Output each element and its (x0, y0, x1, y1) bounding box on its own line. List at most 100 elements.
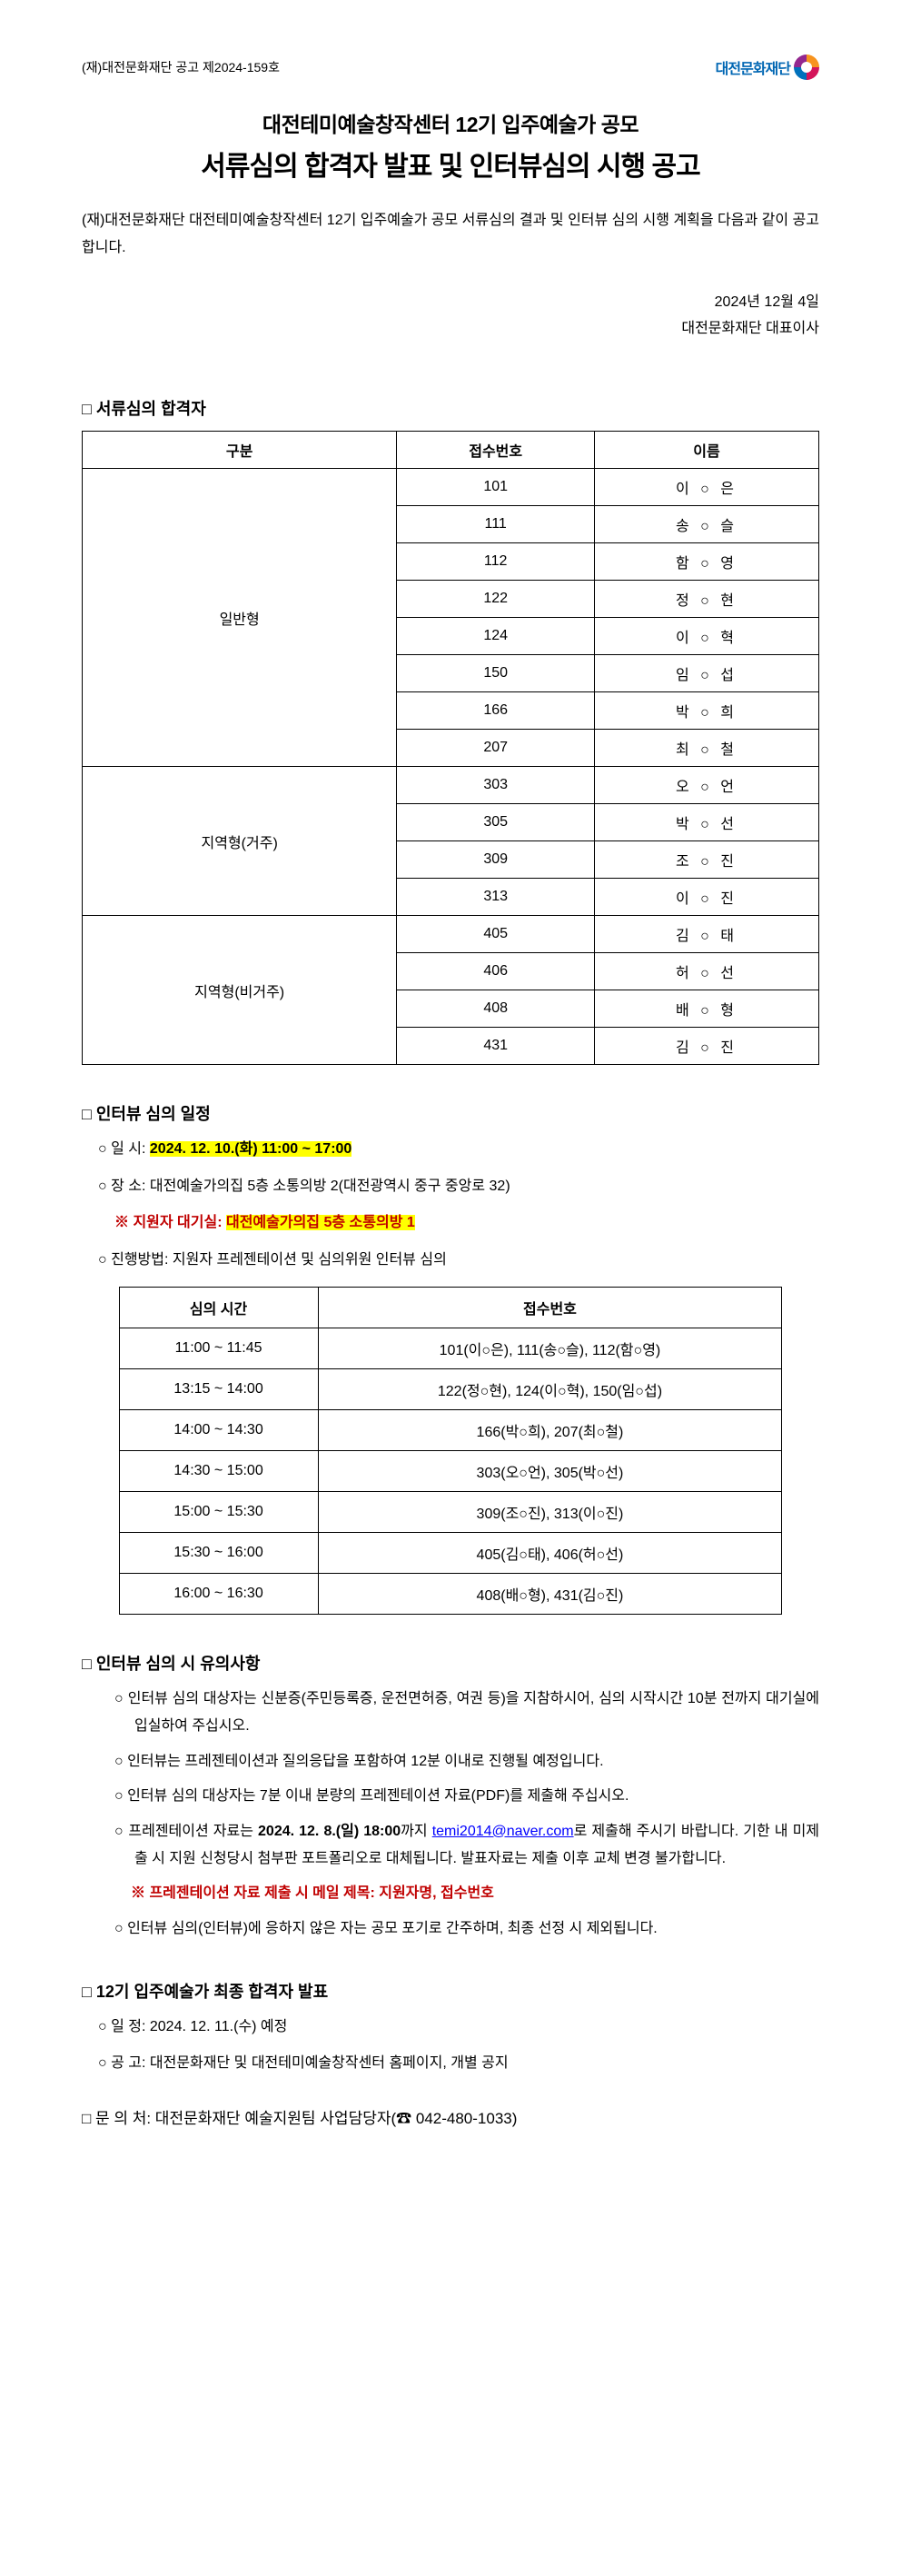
final-date: ○ 일 정: 2024. 12. 11.(수) 예정 (98, 2014, 819, 2041)
cell-nos: 166(박○희), 207(최○철) (318, 1409, 782, 1450)
cell-no: 431 (397, 1028, 595, 1065)
cell-time: 15:30 ~ 16:00 (119, 1532, 318, 1573)
col-numbers: 접수번호 (318, 1287, 782, 1328)
note-pre: ○ 프레젠테이션 자료는 (114, 1824, 258, 1839)
section-applicants-title: □ 서류심의 합격자 (82, 396, 819, 420)
cell-time: 14:00 ~ 14:30 (119, 1409, 318, 1450)
cell-no: 408 (397, 990, 595, 1028)
note-deadline: 2024. 12. 8.(일) 18:00 (258, 1824, 401, 1839)
table-row: 14:30 ~ 15:00303(오○언), 305(박○선) (119, 1450, 782, 1491)
cell-no: 313 (397, 879, 595, 916)
table-row: 16:00 ~ 16:30408(배○형), 431(김○진) (119, 1573, 782, 1614)
cell-name: 함 ○ 영 (595, 543, 819, 581)
cell-name: 조 ○ 진 (595, 841, 819, 879)
table-row: 지역형(비거주) 405김 ○ 태 (83, 916, 819, 953)
final-notice: ○ 공 고: 대전문화재단 및 대전테미예술창작센터 홈페이지, 개별 공지 (98, 2050, 819, 2077)
cell-nos: 405(김○태), 406(허○선) (318, 1532, 782, 1573)
cell-name: 오 ○ 언 (595, 767, 819, 804)
intro-paragraph: (재)대전문화재단 대전테미예술창작센터 12기 입주예술가 공모 서류심의 결… (82, 207, 819, 263)
cell-name: 허 ○ 선 (595, 953, 819, 990)
cell-nos: 122(정○현), 124(이○혁), 150(임○섭) (318, 1368, 782, 1409)
schedule-waiting-room: ※ 지원자 대기실: 대전예술가의집 5층 소통의방 1 (114, 1209, 819, 1237)
cell-name: 김 ○ 태 (595, 916, 819, 953)
cell-no: 122 (397, 581, 595, 618)
table-header-row: 구분 접수번호 이름 (83, 432, 819, 469)
cell-time: 13:15 ~ 14:00 (119, 1368, 318, 1409)
schedule-datetime-value: 2024. 12. 10.(화) 11:00 ~ 17:00 (150, 1141, 351, 1157)
cell-time: 11:00 ~ 11:45 (119, 1328, 318, 1368)
cell-no: 111 (397, 506, 595, 543)
cell-name: 이 ○ 은 (595, 469, 819, 506)
note-item-submission: ○ 프레젠테이션 자료는 2024. 12. 8.(일) 18:00까지 tem… (114, 1818, 819, 1874)
note-email-link[interactable]: temi2014@naver.com (432, 1824, 574, 1839)
cell-no: 309 (397, 841, 595, 879)
cell-nos: 309(조○진), 313(이○진) (318, 1491, 782, 1532)
col-time: 심의 시간 (119, 1287, 318, 1328)
schedule-place: ○ 장 소: 대전예술가의집 5층 소통의방 2(대전광역시 중구 중앙로 32… (98, 1173, 819, 1200)
schedule-datetime-label: ○ 일 시: (98, 1141, 150, 1157)
category-local-nonresident: 지역형(비거주) (83, 916, 397, 1065)
category-local-resident: 지역형(거주) (83, 767, 397, 916)
cell-time: 16:00 ~ 16:30 (119, 1573, 318, 1614)
cell-no: 166 (397, 692, 595, 730)
cell-name: 박 ○ 희 (595, 692, 819, 730)
cell-name: 이 ○ 혁 (595, 618, 819, 655)
schedule-datetime: ○ 일 시: 2024. 12. 10.(화) 11:00 ~ 17:00 (98, 1136, 819, 1163)
table-row: 14:00 ~ 14:30166(박○희), 207(최○철) (119, 1409, 782, 1450)
cell-no: 101 (397, 469, 595, 506)
note-item: ○ 인터뷰 심의(인터뷰)에 응하지 않은 자는 공모 포기로 간주하며, 최종… (114, 1915, 819, 1943)
cell-name: 정 ○ 현 (595, 581, 819, 618)
table-row: 11:00 ~ 11:45101(이○은), 111(송○슬), 112(함○영… (119, 1328, 782, 1368)
main-title: 서류심의 합격자 발표 및 인터뷰심의 시행 공고 (82, 144, 819, 184)
logo: 대전문화재단 (716, 55, 819, 80)
date-signer-block: 2024년 12월 4일 대전문화재단 대표이사 (82, 290, 819, 343)
col-category: 구분 (83, 432, 397, 469)
cell-no: 207 (397, 730, 595, 767)
category-general: 일반형 (83, 469, 397, 767)
cell-time: 15:00 ~ 15:30 (119, 1491, 318, 1532)
cell-name: 최 ○ 철 (595, 730, 819, 767)
cell-name: 송 ○ 슬 (595, 506, 819, 543)
issue-date: 2024년 12월 4일 (82, 290, 819, 316)
title-block: 대전테미예술창작센터 12기 입주예술가 공모 서류심의 합격자 발표 및 인터… (82, 107, 819, 184)
note-mid: 까지 (401, 1824, 432, 1839)
cell-name: 김 ○ 진 (595, 1028, 819, 1065)
table-row: 15:00 ~ 15:30309(조○진), 313(이○진) (119, 1491, 782, 1532)
section-notes-title: □ 인터뷰 심의 시 유의사항 (82, 1651, 819, 1675)
cell-no: 405 (397, 916, 595, 953)
document-id: (재)대전문화재단 공고 제2024-159호 (82, 58, 280, 76)
contact-info: □ 문 의 처: 대전문화재단 예술지원팀 사업담당자(☎ 042-480-10… (82, 2105, 819, 2128)
cell-nos: 101(이○은), 111(송○슬), 112(함○영) (318, 1328, 782, 1368)
table-header-row: 심의 시간 접수번호 (119, 1287, 782, 1328)
cell-time: 14:30 ~ 15:00 (119, 1450, 318, 1491)
table-row: 일반형 101 이 ○ 은 (83, 469, 819, 506)
signer: 대전문화재단 대표이사 (82, 316, 819, 343)
cell-no: 303 (397, 767, 595, 804)
cell-name: 이 ○ 진 (595, 879, 819, 916)
logo-text: 대전문화재단 (716, 56, 790, 78)
cell-no: 406 (397, 953, 595, 990)
waiting-room-prefix: ※ 지원자 대기실: (114, 1215, 226, 1230)
note-item: ○ 인터뷰 심의 대상자는 신분증(주민등록증, 운전면허증, 여권 등)을 지… (114, 1686, 819, 1741)
subtitle: 대전테미예술창작센터 12기 입주예술가 공모 (82, 107, 819, 138)
note-red-mail-subject: ※ 프레젠테이션 자료 제출 시 메일 제목: 지원자명, 접수번호 (131, 1880, 819, 1907)
cell-no: 150 (397, 655, 595, 692)
table-row: 15:30 ~ 16:00405(김○태), 406(허○선) (119, 1532, 782, 1573)
waiting-room-value: 대전예술가의집 5층 소통의방 1 (226, 1215, 415, 1230)
cell-no: 112 (397, 543, 595, 581)
cell-name: 임 ○ 섭 (595, 655, 819, 692)
note-item: ○ 인터뷰 심의 대상자는 7분 이내 분량의 프레젠테이션 자료(PDF)를 … (114, 1783, 819, 1810)
cell-nos: 408(배○형), 431(김○진) (318, 1573, 782, 1614)
cell-no: 124 (397, 618, 595, 655)
document-header: (재)대전문화재단 공고 제2024-159호 대전문화재단 (82, 55, 819, 80)
schedule-table: 심의 시간 접수번호 11:00 ~ 11:45101(이○은), 111(송○… (119, 1287, 783, 1615)
cell-name: 배 ○ 형 (595, 990, 819, 1028)
applicants-table: 구분 접수번호 이름 일반형 101 이 ○ 은 111송 ○ 슬 112함 ○… (82, 431, 819, 1065)
cell-name: 박 ○ 선 (595, 804, 819, 841)
section-schedule-title: □ 인터뷰 심의 일정 (82, 1101, 819, 1125)
cell-nos: 303(오○언), 305(박○선) (318, 1450, 782, 1491)
table-row: 13:15 ~ 14:00122(정○현), 124(이○혁), 150(임○섭… (119, 1368, 782, 1409)
cell-no: 305 (397, 804, 595, 841)
schedule-method: ○ 진행방법: 지원자 프레젠테이션 및 심의위원 인터뷰 심의 (98, 1247, 819, 1274)
section-final-title: □ 12기 입주예술가 최종 합격자 발표 (82, 1979, 819, 2003)
